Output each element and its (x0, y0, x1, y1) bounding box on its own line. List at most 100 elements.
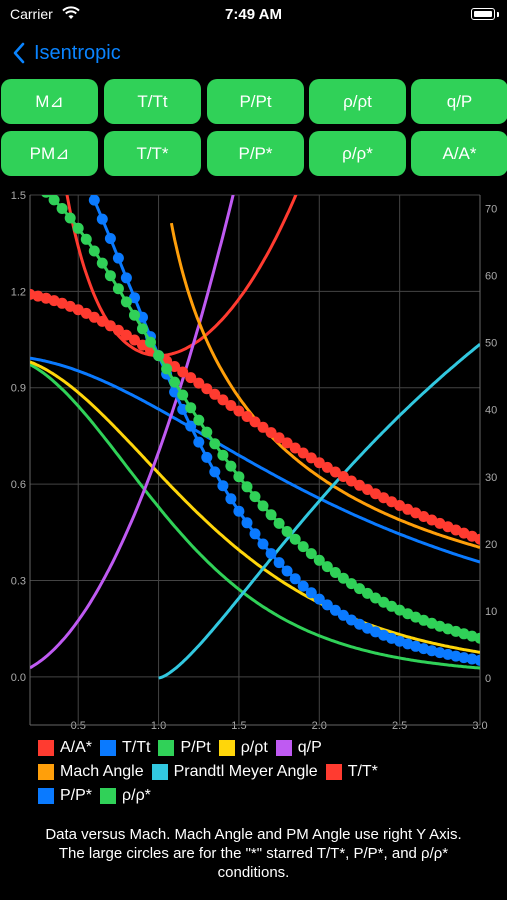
y-left-tick-label: 0.3 (11, 575, 26, 587)
legend-item: Mach Angle (38, 763, 144, 781)
series-point-rs (177, 389, 189, 401)
series-line-nu (158, 343, 480, 680)
series-point-ts (177, 366, 189, 378)
battery-cap (497, 12, 499, 17)
footnote: Data versus Mach. Mach Angle and PM Angl… (0, 825, 507, 882)
series-point-ps (104, 233, 116, 244)
series-point-rs (345, 578, 357, 590)
series-point-rs (217, 449, 229, 461)
button-rho-rhot[interactable]: ρ/ρt (309, 79, 406, 124)
series-point-ts (104, 320, 116, 332)
series-point-rs (80, 233, 92, 245)
series-point-rs (362, 587, 373, 599)
button-pm-angle[interactable]: PM⊿ (1, 131, 98, 176)
legend-swatch (325, 764, 342, 780)
button-p-pt[interactable]: P/Pt (207, 79, 304, 124)
series-point-ps (225, 493, 237, 505)
plot-area (30, 195, 480, 680)
x-tick-label: 1.0 (151, 720, 166, 732)
series-point-ps (289, 573, 301, 585)
footnote-line-2: The large circles are for the "*" starre… (58, 845, 449, 862)
series-point-ts (96, 315, 108, 327)
series-line-tt (30, 356, 480, 564)
button-mach-angle[interactable]: M⊿ (1, 79, 98, 124)
series-point-ts (257, 421, 269, 433)
series-point-ps (88, 195, 100, 206)
series-point-rs (337, 572, 349, 584)
series-point-ts (345, 475, 357, 487)
legend-row: Mach Angle Prandtl Meyer Angle T/T* (38, 760, 498, 784)
series-point-rs (313, 554, 325, 566)
series-point-ps (345, 614, 357, 626)
y-left-tick-label: 1.5 (11, 190, 26, 202)
footnote-line-1: Data versus Mach. Mach Angle and PM Angl… (45, 826, 462, 843)
series-point-rs (265, 509, 277, 521)
legend-item: ρ/ρt (218, 739, 268, 757)
button-a-astar[interactable]: A/A* (411, 131, 507, 176)
series-point-ps (329, 604, 341, 616)
legend-swatch (158, 740, 175, 756)
legend-item: q/P (275, 739, 322, 757)
button-rho-rhostar[interactable]: ρ/ρ* (309, 131, 406, 176)
series-point-rs (233, 471, 245, 483)
series-line-qp (30, 195, 235, 670)
series-point-rs (64, 212, 76, 224)
series-point-ts (209, 388, 221, 400)
legend-swatch (151, 764, 168, 780)
legend-item: P/Pt (158, 739, 211, 757)
legend-swatch (100, 740, 117, 756)
legend-item: P/P* (38, 787, 92, 805)
series-point-rs (241, 481, 253, 493)
series-point-rs (474, 632, 480, 644)
series-point-ps (474, 654, 480, 666)
y-right-tick-label: 0 (485, 673, 491, 685)
series-point-ps (281, 565, 293, 577)
series-point-ts (281, 437, 293, 449)
button-p-pstar[interactable]: P/P* (207, 131, 304, 176)
legend-swatch (275, 740, 292, 756)
legend-item: T/Tt (100, 739, 150, 757)
y-left-tick-label: 0.6 (11, 479, 26, 491)
series-point-ps (120, 272, 132, 284)
series-line-rt (30, 360, 480, 654)
series-point-ts (201, 383, 213, 395)
x-tick-label: 3.0 (472, 720, 487, 732)
legend-row: P/P* ρ/ρ* (38, 784, 498, 808)
back-button[interactable]: Isentropic (12, 38, 121, 68)
legend-swatch (38, 788, 54, 804)
button-t-tstar[interactable]: T/T* (104, 131, 201, 176)
series-point-ps (96, 213, 108, 225)
legend-label: Mach Angle (60, 763, 144, 780)
legend-label: P/Pt (180, 739, 211, 756)
series-point-ts (217, 394, 229, 406)
series-point-rs (305, 548, 317, 560)
legend-label: q/P (297, 739, 322, 756)
battery-icon (471, 8, 495, 20)
series-point-ts (313, 457, 325, 469)
button-q-p[interactable]: q/P (411, 79, 507, 124)
series-point-ts (305, 452, 317, 464)
series-point-rs (354, 583, 365, 595)
series-point-rs (48, 195, 60, 206)
series-point-ps (112, 252, 124, 264)
legend-item: A/A* (38, 739, 92, 757)
series-point-ts (225, 400, 237, 411)
button-t-tt[interactable]: T/Tt (104, 79, 201, 124)
y-right-tick-label: 60 (485, 271, 497, 283)
x-tick-label: 2.5 (392, 720, 407, 732)
series-line-aas (65, 195, 298, 358)
y-right-tick-label: 30 (485, 472, 497, 484)
carrier-label: Carrier (10, 6, 53, 22)
wifi-icon (62, 6, 80, 19)
y-right-tick-label: 20 (485, 539, 497, 551)
legend-label: ρ/ρ* (122, 787, 151, 804)
series-point-ps (233, 505, 245, 517)
series-point-rs (273, 517, 285, 529)
series-point-ts (474, 533, 480, 545)
series-point-rs (161, 363, 173, 375)
series-point-rs (56, 203, 68, 214)
x-tick-label: 2.0 (312, 720, 327, 732)
series-point-rs (225, 460, 237, 472)
legend-item: ρ/ρ* (100, 787, 151, 805)
series-point-ts (329, 466, 341, 478)
